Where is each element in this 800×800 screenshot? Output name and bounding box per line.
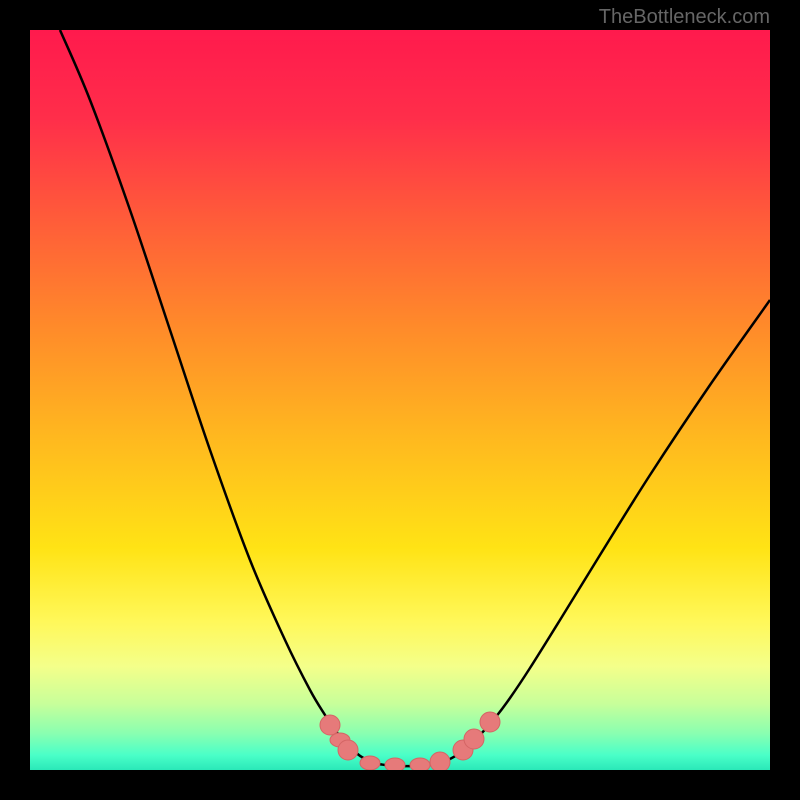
- chart-plot-area: [30, 30, 770, 770]
- watermark-text: TheBottleneck.com: [599, 6, 770, 29]
- curve-markers: [320, 712, 500, 770]
- bottleneck-curve: [60, 30, 770, 766]
- curve-marker: [430, 752, 450, 770]
- curve-marker: [410, 758, 430, 770]
- curve-marker: [360, 756, 380, 770]
- chart-curve-layer: [30, 30, 770, 770]
- curve-marker: [385, 758, 405, 770]
- curve-marker: [464, 729, 484, 749]
- curve-marker: [320, 715, 340, 735]
- curve-marker: [480, 712, 500, 732]
- curve-marker: [338, 740, 358, 760]
